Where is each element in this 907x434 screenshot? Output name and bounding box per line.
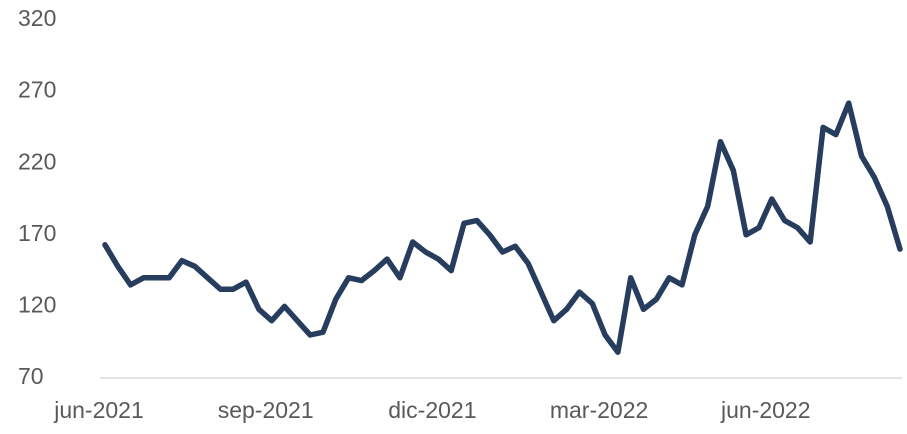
y-tick-label: 170 xyxy=(18,220,56,246)
y-tick-label: 270 xyxy=(18,77,56,103)
x-tick-label: jun-2021 xyxy=(53,397,144,423)
x-tick-label: sep-2021 xyxy=(218,397,314,423)
x-tick-label: dic-2021 xyxy=(388,397,476,423)
y-tick-label: 120 xyxy=(18,291,56,317)
y-tick-label: 70 xyxy=(18,363,44,389)
line-series xyxy=(102,100,903,355)
x-tick-label: jun-2022 xyxy=(720,397,811,423)
x-tick-label: mar-2022 xyxy=(550,397,648,423)
y-tick-label: 220 xyxy=(18,148,56,174)
y-tick-label: 320 xyxy=(18,5,56,31)
